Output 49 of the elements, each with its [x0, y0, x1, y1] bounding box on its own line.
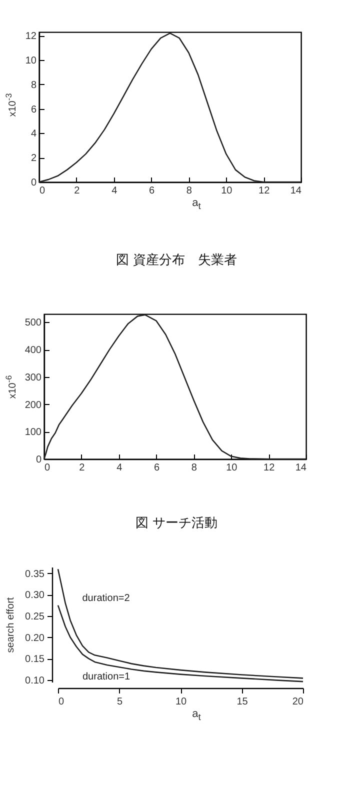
x-axis-title: a$_{t}$	[191, 197, 202, 212]
y-tick-label: 2	[30, 153, 37, 164]
line-series	[57, 568, 304, 680]
y-tick-label: 300	[24, 372, 42, 384]
x-tick-label: 6	[149, 186, 156, 196]
text: 図 サーチ活動	[134, 515, 219, 532]
line-series	[57, 604, 304, 682]
y-tick-label: 12	[25, 31, 37, 42]
x-tick-label: 20	[292, 696, 304, 708]
line-series	[43, 314, 307, 460]
y-tick-label: 6	[30, 104, 37, 116]
y-tick-label: 0.25	[25, 612, 45, 623]
y-tick-label: 500	[24, 318, 42, 329]
x-tick-label: 8	[186, 186, 192, 196]
x-tick-label: 12	[258, 186, 270, 196]
x-tick-label: 14	[290, 186, 302, 196]
series-label: duration=2	[82, 593, 130, 604]
x-tick-label: 10	[221, 186, 233, 196]
y-tick-label: 0.20	[25, 632, 45, 644]
y-tick-label: 200	[24, 400, 42, 411]
y-tick-label: 400	[24, 345, 42, 356]
y-axis-title: search effort	[6, 596, 16, 652]
x-axis-title: a$_{t}$	[191, 708, 202, 722]
y-tick-label: 0.30	[25, 590, 45, 602]
y-tick-label: 100	[24, 427, 42, 438]
y-tick-label: 10	[25, 56, 37, 67]
x-tick-label: 15	[236, 696, 248, 708]
x-tick-label: 4	[112, 186, 118, 196]
series-label: duration=1	[82, 672, 130, 682]
x-tick-label: 10	[226, 462, 238, 474]
y-tick-label: 8	[30, 80, 37, 91]
x-tick-label: 0	[58, 696, 64, 708]
y-tick-label: 4	[30, 128, 37, 140]
x-tick-label: 14	[295, 462, 307, 474]
y-tick-label: 0.10	[25, 676, 45, 687]
y-tick-label: 0.35	[25, 569, 45, 580]
x-tick-label: 2	[74, 186, 80, 196]
x-tick-label: 6	[154, 462, 160, 474]
x-tick-label: 12	[264, 462, 276, 474]
y-tick-label: 0	[30, 178, 37, 188]
x-tick-label: 10	[175, 696, 187, 708]
x-tick-label: 5	[116, 696, 123, 708]
y-tick-label: 0	[36, 454, 42, 466]
y-tick-label: 0.15	[25, 654, 45, 666]
line-series	[38, 32, 302, 183]
x-tick-label: 8	[191, 462, 198, 474]
x-tick-label: 4	[116, 462, 123, 474]
text: 図 資産分布 失業者	[114, 252, 238, 270]
x-tick-label: 2	[79, 462, 86, 474]
